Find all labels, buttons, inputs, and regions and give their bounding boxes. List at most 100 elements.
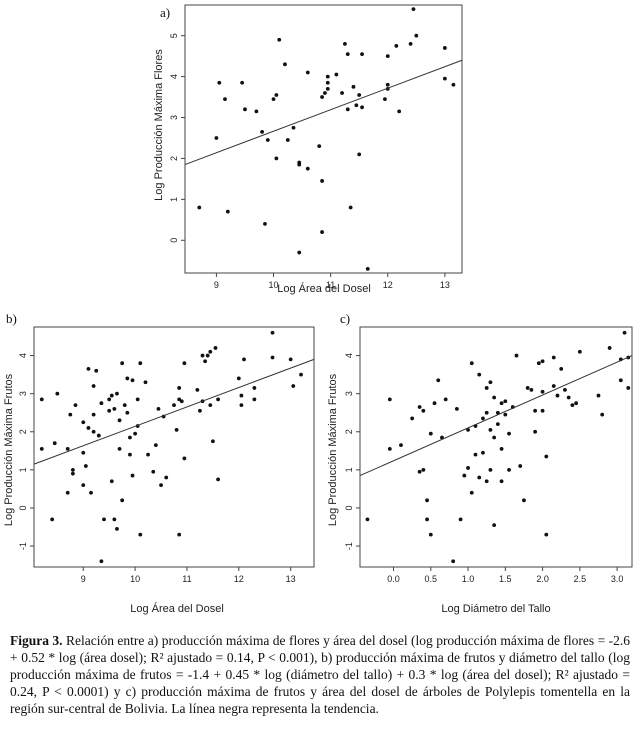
data-point: [343, 41, 347, 46]
data-point: [360, 105, 364, 110]
y-tick-label: 0: [344, 505, 354, 510]
data-point: [156, 407, 161, 411]
y-tick-label: 0: [18, 505, 28, 510]
data-point: [195, 387, 200, 392]
data-point: [442, 76, 447, 81]
y-tick-label: 1: [18, 467, 28, 472]
data-point: [607, 346, 612, 350]
caption-body: Relación entre a) producción máxima de f…: [10, 633, 630, 716]
data-point: [351, 84, 356, 89]
data-point: [81, 483, 86, 487]
data-point: [274, 93, 279, 97]
data-point: [125, 376, 130, 381]
data-point: [133, 431, 138, 436]
data-point: [112, 517, 117, 522]
data-point: [425, 517, 429, 522]
data-point: [382, 97, 387, 102]
panel-c-letter: c): [340, 311, 350, 326]
data-point: [503, 412, 508, 417]
y-tick-label: 3: [18, 391, 28, 396]
y-tick-label: 4: [18, 353, 28, 358]
data-point: [130, 378, 135, 383]
data-point: [596, 393, 601, 398]
data-point: [458, 517, 463, 522]
data-point: [385, 82, 390, 87]
data-point: [159, 483, 163, 487]
data-point: [320, 179, 324, 183]
data-point: [153, 443, 158, 447]
data-point: [425, 498, 429, 503]
data-point: [254, 109, 259, 114]
data-point: [432, 401, 437, 406]
data-point: [559, 367, 564, 371]
data-point: [179, 399, 184, 404]
data-point: [443, 397, 448, 402]
data-point: [242, 357, 246, 362]
data-point: [514, 353, 519, 358]
data-point: [236, 376, 241, 381]
panel-c-points: [365, 330, 631, 564]
data-point: [65, 447, 70, 451]
x-tick-label: 10: [130, 574, 140, 584]
data-point: [325, 80, 330, 85]
data-point: [484, 410, 489, 415]
data-point: [469, 490, 474, 495]
data-point: [466, 466, 470, 470]
data-point: [102, 517, 106, 522]
data-point: [260, 129, 265, 134]
data-point: [387, 397, 392, 402]
panel-c-y-ticks: -1 0 1 2 3 4: [344, 353, 360, 550]
data-point: [417, 469, 422, 474]
data-point: [274, 156, 279, 161]
panel-c-x-label: Log Diámetro del Tallo: [441, 603, 550, 615]
data-point: [570, 403, 575, 407]
data-point: [618, 378, 623, 383]
x-tick-label: 9: [81, 574, 86, 584]
data-point: [414, 33, 419, 38]
data-point: [574, 401, 579, 406]
data-point: [484, 479, 489, 484]
data-point: [291, 125, 296, 130]
data-point: [277, 37, 282, 42]
x-tick-label: 11: [326, 280, 335, 290]
data-point: [323, 91, 327, 95]
data-point: [320, 230, 324, 234]
data-point: [73, 403, 78, 407]
data-point: [81, 420, 86, 425]
y-tick-label: 4: [169, 74, 179, 79]
data-point: [503, 399, 508, 404]
data-point: [120, 361, 125, 366]
data-point: [507, 467, 511, 472]
data-point: [484, 386, 489, 390]
panel-a-points: [197, 7, 456, 271]
data-point: [410, 416, 415, 421]
y-tick-label: 2: [169, 156, 179, 161]
data-point: [122, 403, 127, 407]
data-point: [70, 471, 75, 476]
panel-b-x-label: Log Área del Dosel: [130, 602, 224, 615]
data-point: [252, 386, 257, 390]
data-point: [99, 559, 104, 564]
panel-b-letter: b): [6, 311, 17, 326]
data-point: [492, 395, 497, 400]
data-point: [428, 431, 433, 436]
data-point: [551, 384, 556, 388]
y-tick-label: 2: [344, 429, 354, 434]
x-tick-label: 10: [269, 280, 279, 290]
x-tick-label: 0.0: [387, 574, 400, 584]
data-point: [216, 477, 220, 482]
y-tick-label: 1: [344, 467, 354, 472]
data-point: [488, 427, 493, 432]
data-point: [107, 408, 112, 413]
data-point: [622, 330, 627, 335]
data-point: [563, 387, 567, 392]
data-point: [96, 433, 101, 438]
panel-b-points: [39, 330, 303, 564]
x-tick-label: 0.5: [425, 574, 438, 584]
x-tick-label: 2.0: [536, 574, 549, 584]
panel-b-trendline: [33, 358, 315, 465]
data-point: [365, 517, 370, 522]
data-point: [177, 386, 182, 390]
data-point: [551, 355, 556, 360]
